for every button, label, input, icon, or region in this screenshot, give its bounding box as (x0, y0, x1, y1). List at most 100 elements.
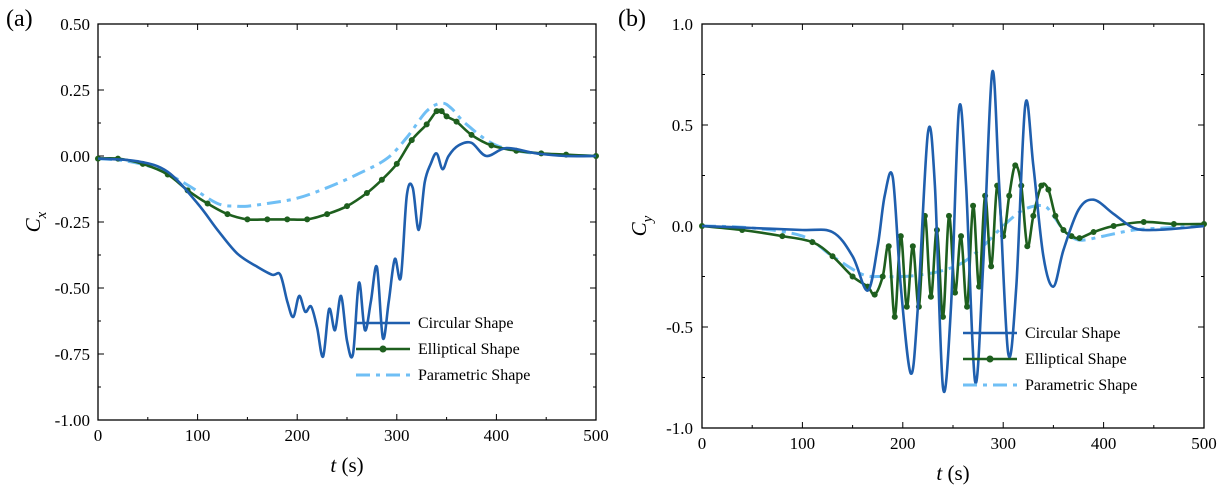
data-point (1090, 229, 1097, 236)
y-tick-label: 0.50 (60, 15, 90, 34)
y-axis-label: Cy (627, 215, 656, 236)
data-point (443, 113, 450, 120)
y-tick-label: 0.0 (672, 217, 693, 236)
y-axis-label: Cx (21, 211, 50, 232)
data-point (433, 108, 440, 115)
data-point (779, 233, 786, 240)
data-point (488, 142, 495, 149)
x-tick-label: 500 (583, 426, 609, 445)
x-tick-label: 100 (185, 426, 211, 445)
x-tick-label: 300 (990, 434, 1016, 453)
data-point (344, 203, 350, 210)
data-point (284, 216, 291, 223)
data-point (1076, 235, 1083, 242)
data-point (324, 211, 331, 218)
series-line-parametric-shape (702, 204, 1204, 279)
x-tick-label: 100 (790, 434, 816, 453)
data-point (885, 243, 892, 250)
data-point (939, 313, 946, 320)
data-point (958, 233, 965, 240)
y-tick-label: -0.5 (666, 318, 693, 337)
data-point (1140, 218, 1147, 225)
data-point (809, 239, 816, 246)
data-point (976, 283, 983, 290)
data-point (871, 291, 878, 298)
data-point (304, 216, 311, 223)
series-line-circular-shape (702, 69, 1204, 394)
data-point (964, 303, 971, 310)
data-point (264, 216, 271, 223)
data-point (909, 243, 916, 250)
y-tick-label: 0.00 (60, 147, 90, 166)
data-point (903, 303, 910, 310)
x-tick-label: 300 (384, 426, 410, 445)
data-point (879, 273, 886, 280)
x-tick-label: 200 (284, 426, 310, 445)
series-line-elliptical-shape (98, 108, 596, 222)
panel-label: (b) (618, 6, 646, 32)
y-tick-label: -1.00 (55, 411, 90, 430)
data-point (204, 200, 211, 207)
panel-label: (a) (6, 6, 33, 32)
x-axis-label: t (s) (936, 461, 969, 485)
y-tick-label: 1.0 (672, 15, 693, 34)
data-point (849, 273, 856, 280)
data-point (945, 212, 952, 219)
data-point (1170, 220, 1177, 227)
chart-panel-a: 0 100 200 300 400 500 -1.00 -0.75 -0.50 -0.25 0.00… (6, 6, 609, 477)
legend: Circular Shape Elliptical Shape Parametric… (356, 315, 530, 384)
data-point (1030, 212, 1037, 219)
y-tick-label: 0.25 (60, 81, 90, 100)
data-point (952, 289, 959, 296)
data-point (408, 137, 415, 144)
x-tick-label: 400 (1091, 434, 1117, 453)
data-point (927, 293, 934, 300)
data-point (897, 233, 904, 240)
data-point (1045, 186, 1052, 193)
data-point (829, 253, 836, 260)
x-axis-label: t (s) (330, 453, 363, 477)
legend-marker (379, 345, 387, 353)
y-tick-label: -1.0 (666, 419, 693, 438)
data-point (468, 131, 475, 138)
data-point (1024, 243, 1031, 250)
legend-label: Parametric Shape (418, 367, 530, 384)
x-tick-label: 400 (484, 426, 510, 445)
legend-marker (986, 355, 994, 363)
data-point (1038, 182, 1045, 189)
data-point (224, 211, 231, 218)
chart-panel-b: 0 100 200 300 400 500 -1.0 -0.5 0.0 0.5 1.0 t (s) Cy… (618, 6, 1217, 485)
legend: Circular Shape Elliptical Shape Parametric… (963, 325, 1137, 394)
y-tick-label: -0.25 (55, 213, 90, 232)
data-point (891, 313, 898, 320)
y-tick-label: -0.50 (55, 279, 90, 298)
data-point (244, 216, 251, 223)
legend-label: Parametric Shape (1025, 377, 1137, 394)
data-point (970, 202, 977, 209)
y-tick-label: 0.5 (672, 116, 693, 135)
data-point (393, 160, 400, 167)
data-point (1006, 192, 1013, 199)
series-line-circular-shape (98, 140, 596, 359)
data-point (363, 189, 370, 196)
series-line-parametric-shape (98, 101, 596, 208)
legend-label: Circular Shape (1025, 325, 1121, 342)
x-tick-label: 500 (1191, 434, 1217, 453)
data-point (453, 118, 460, 125)
legend-label: Elliptical Shape (418, 341, 520, 358)
data-point (423, 121, 430, 128)
data-point (1110, 223, 1117, 229)
y-tick-label: -0.75 (55, 345, 90, 364)
data-point (988, 263, 995, 270)
x-tick-label: 200 (890, 434, 916, 453)
x-tick-label: 0 (698, 434, 707, 453)
data-point (1012, 162, 1019, 169)
data-point (378, 176, 385, 183)
x-tick-label: 0 (94, 426, 103, 445)
plot-frame (97, 23, 597, 421)
data-point (438, 108, 445, 115)
data-point (1068, 233, 1075, 240)
data-point (1052, 212, 1059, 219)
data-point (1060, 227, 1067, 234)
